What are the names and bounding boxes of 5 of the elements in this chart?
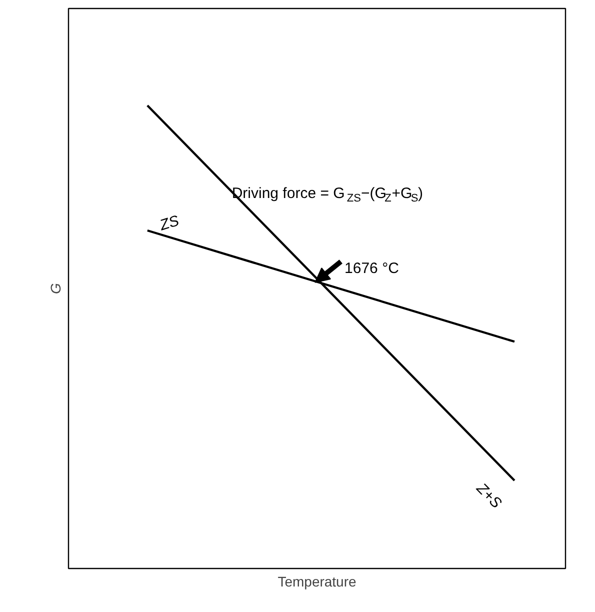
text: ZS xyxy=(156,212,182,235)
y-axis-title: G xyxy=(48,282,64,294)
x-axis-title: Temperature xyxy=(278,574,357,590)
text: Z+S xyxy=(472,479,505,512)
annotation: 1676 °C xyxy=(344,260,400,277)
